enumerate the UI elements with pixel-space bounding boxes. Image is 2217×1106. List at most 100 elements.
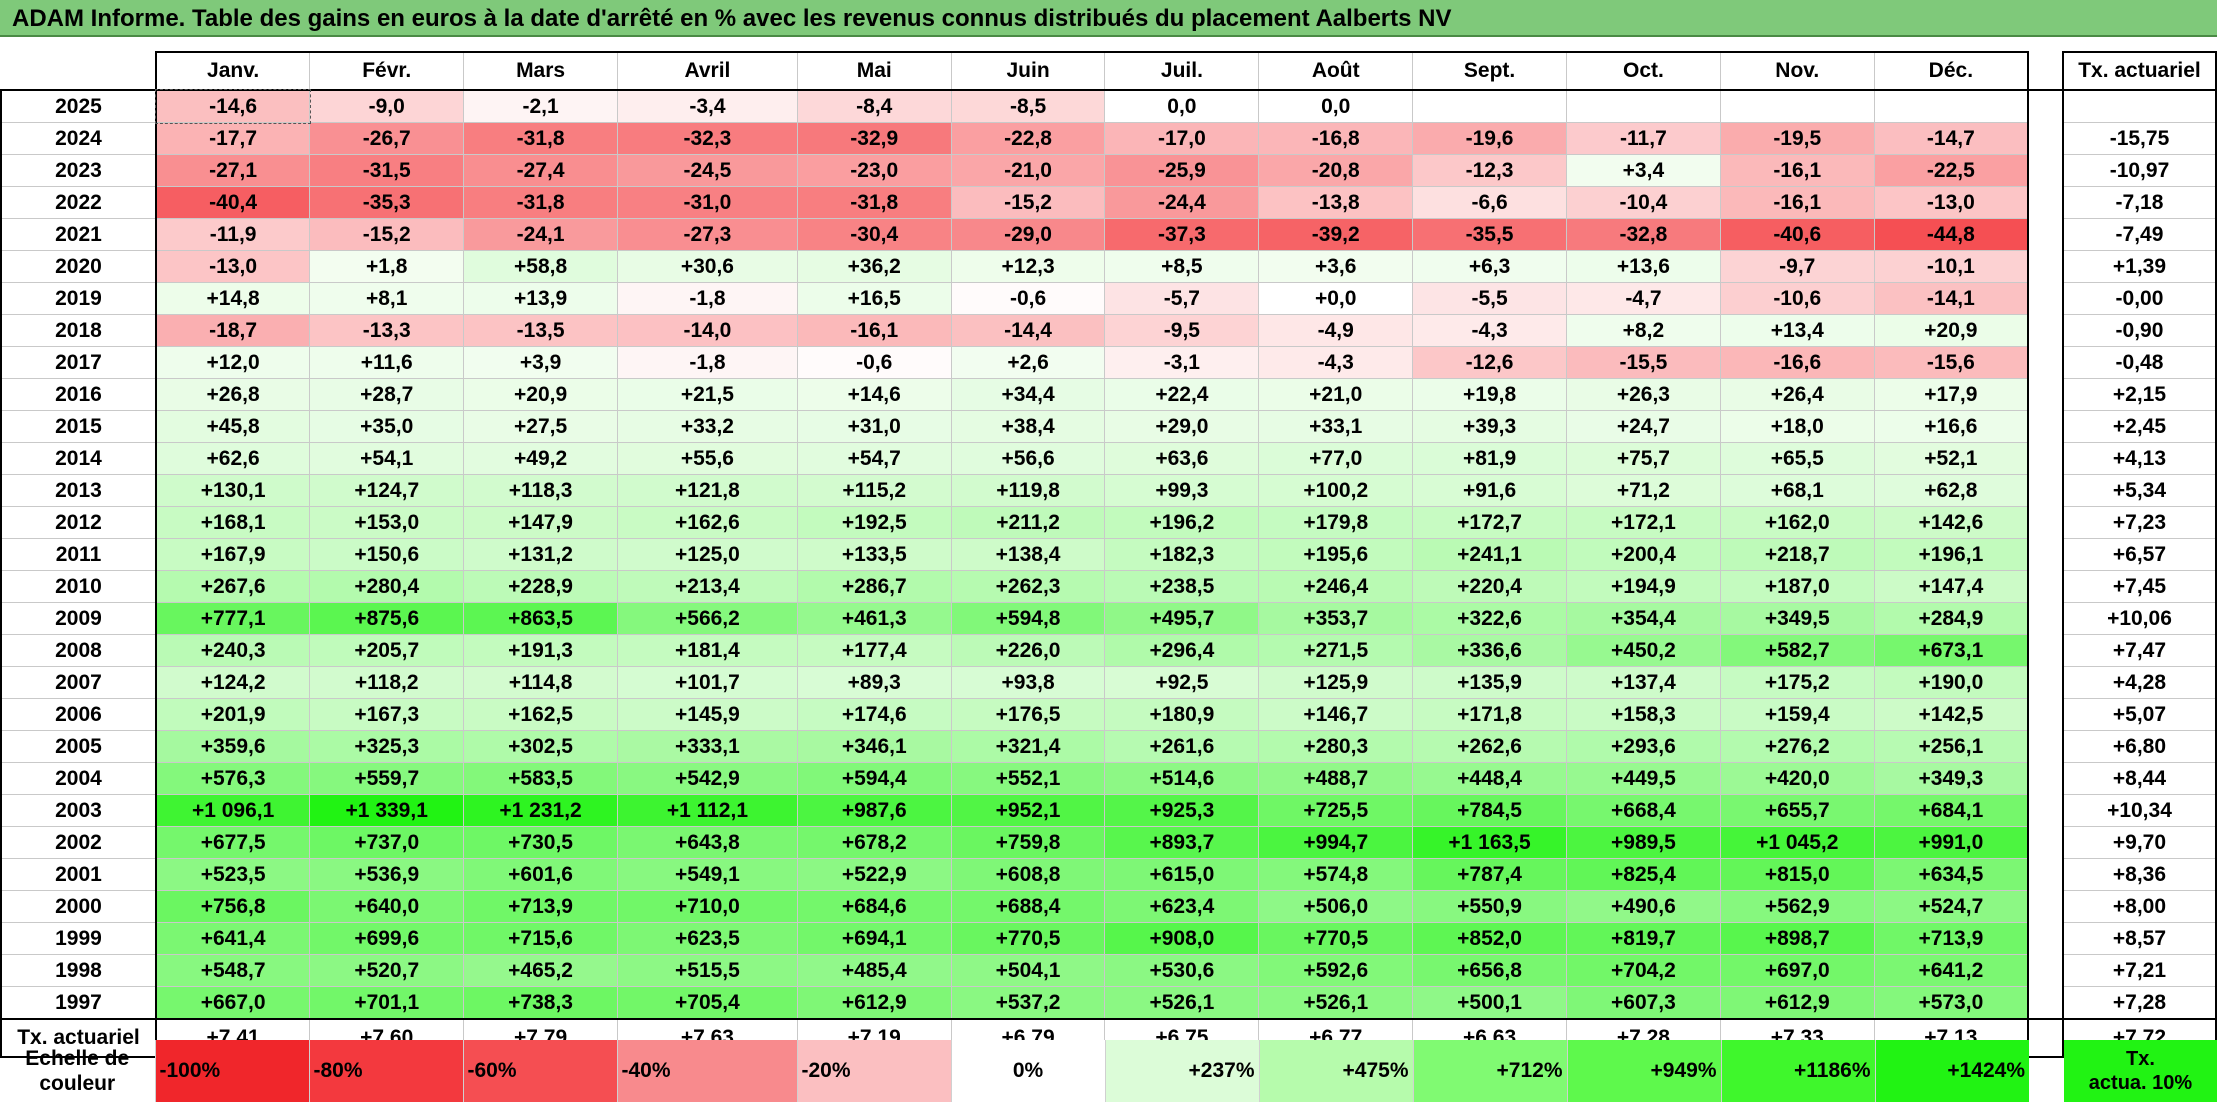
gain-cell: +162,5 bbox=[463, 698, 618, 731]
gain-cell: +158,3 bbox=[1566, 698, 1721, 731]
gain-cell: -31,8 bbox=[463, 186, 618, 219]
gain-cell: +583,5 bbox=[463, 762, 618, 795]
gain-cell: -26,7 bbox=[309, 122, 464, 155]
gain-cell: +114,8 bbox=[463, 666, 618, 699]
gain-cell: -15,5 bbox=[1566, 346, 1721, 379]
color-scale: Echelle de couleur -100% -80% -60% -40% -20%… bbox=[0, 1040, 2217, 1102]
year-cell: 2000 bbox=[0, 890, 156, 923]
actuarial-rate-cell: +8,36 bbox=[2061, 858, 2217, 891]
scale-swatch: -40% bbox=[616, 1040, 797, 1102]
year-cell: 2018 bbox=[0, 314, 156, 347]
gain-cell: +699,6 bbox=[309, 922, 464, 955]
gain-cell: +150,6 bbox=[309, 538, 464, 571]
gain-cell: +33,1 bbox=[1258, 410, 1413, 443]
gain-cell: -31,8 bbox=[463, 122, 618, 155]
gain-cell: +147,9 bbox=[463, 506, 618, 539]
gap-cell bbox=[2028, 410, 2063, 443]
year-cell: 2006 bbox=[0, 698, 156, 731]
gain-cell: +592,6 bbox=[1258, 954, 1413, 987]
gain-cell: +175,2 bbox=[1719, 666, 1875, 699]
gain-cell: +196,1 bbox=[1873, 538, 2030, 571]
table-row: 2019 +14,8 +8,1 +13,9 -1,8 +16,5 -0,6 -5,7 +0,0-… bbox=[0, 282, 2217, 315]
gain-cell: -16,1 bbox=[796, 314, 952, 347]
gain-cell: +336,6 bbox=[1412, 634, 1567, 667]
gain-cell: +526,1 bbox=[1104, 986, 1259, 1019]
gain-cell: +756,8 bbox=[154, 890, 310, 923]
gain-cell: +1,8 bbox=[309, 250, 464, 283]
year-cell: 2004 bbox=[0, 762, 156, 795]
gain-cell: -18,7 bbox=[154, 314, 310, 347]
actuarial-header: Tx. actuariel bbox=[2061, 51, 2217, 90]
gain-cell: +656,8 bbox=[1412, 954, 1567, 987]
scale-swatch: +949% bbox=[1566, 1040, 1721, 1102]
scale-swatch: +1186% bbox=[1720, 1040, 1875, 1102]
gap-cell bbox=[2028, 570, 2063, 603]
gain-cell: +241,1 bbox=[1412, 538, 1567, 571]
gain-cell: -40,6 bbox=[1719, 218, 1875, 251]
scale-swatch: -80% bbox=[308, 1040, 463, 1102]
gain-cell: -15,6 bbox=[1873, 346, 2030, 379]
corner-cell bbox=[1, 52, 156, 90]
gain-cell: +667,0 bbox=[154, 986, 310, 1019]
gain-cell: +118,3 bbox=[463, 474, 618, 507]
gain-cell: +11,6 bbox=[309, 346, 464, 379]
gap-cell bbox=[2028, 698, 2063, 731]
gain-cell: +68,1 bbox=[1719, 474, 1875, 507]
gain-cell: +162,6 bbox=[617, 506, 798, 539]
gain-cell: -9,0 bbox=[309, 89, 464, 123]
gain-cell: +522,9 bbox=[796, 858, 952, 891]
table-row: 2012 +168,1 +153,0 +147,9 +162,6 +192,5 +211,2… bbox=[0, 506, 2217, 539]
gain-cell: +280,4 bbox=[309, 570, 464, 603]
gain-cell: +89,3 bbox=[796, 666, 952, 699]
gain-cell: +31,0 bbox=[796, 410, 952, 443]
table-row: 2020 -13,0 +1,8 +58,8 +30,6 +36,2 +12,3 +8,5 +3,… bbox=[0, 250, 2217, 283]
gain-cell: +65,5 bbox=[1719, 442, 1875, 475]
gain-cell: +284,9 bbox=[1873, 602, 2030, 635]
gain-cell: +349,5 bbox=[1719, 602, 1875, 635]
table-row: 2001 +523,5 +536,9 +601,6 +549,1 +522,9 +608,8… bbox=[0, 858, 2217, 891]
scale-label-line2: couleur bbox=[39, 1072, 116, 1095]
year-cell: 2005 bbox=[0, 730, 156, 763]
month-header-8: Août bbox=[1258, 51, 1413, 90]
gain-cell: +825,4 bbox=[1566, 858, 1721, 891]
gain-cell: +16,6 bbox=[1873, 410, 2030, 443]
gain-cell: -32,3 bbox=[617, 122, 798, 155]
gain-cell: +991,0 bbox=[1873, 826, 2030, 859]
month-header-10: Oct. bbox=[1566, 51, 1721, 90]
actuarial-rate-cell: +7,45 bbox=[2061, 570, 2217, 603]
gain-cell: +26,3 bbox=[1566, 378, 1721, 411]
gain-cell: -24,4 bbox=[1104, 186, 1259, 219]
gain-cell: +863,5 bbox=[463, 602, 618, 635]
gain-cell: -13,8 bbox=[1258, 186, 1413, 219]
actuarial-rate-cell: +1,39 bbox=[2061, 250, 2217, 283]
gain-cell: -6,6 bbox=[1412, 186, 1567, 219]
gain-cell: +784,5 bbox=[1412, 794, 1567, 827]
gain-cell: +190,0 bbox=[1873, 666, 2030, 699]
gain-cell: +27,5 bbox=[463, 410, 618, 443]
gain-cell: +19,8 bbox=[1412, 378, 1567, 411]
gain-cell: +240,3 bbox=[154, 634, 310, 667]
gap-cell bbox=[2028, 250, 2063, 283]
gain-cell: +3,9 bbox=[463, 346, 618, 379]
gain-cell: -11,7 bbox=[1566, 122, 1721, 155]
table-row: 2025 -14,6 -9,0 -2,1 -3,4 -8,4 -8,5 0,0 0,0 bbox=[0, 89, 2217, 124]
gain-cell: +200,4 bbox=[1566, 538, 1721, 571]
gain-cell: +168,1 bbox=[154, 506, 310, 539]
gain-cell: +176,5 bbox=[950, 698, 1105, 731]
gain-cell: +852,0 bbox=[1412, 922, 1567, 955]
gain-cell: +226,0 bbox=[950, 634, 1105, 667]
gain-cell: -0,6 bbox=[950, 282, 1105, 315]
gain-cell: +737,0 bbox=[309, 826, 464, 859]
table-row: 1997 +667,0 +701,1 +738,3 +705,4 +612,9 +537,2… bbox=[0, 986, 2217, 1019]
gain-cell: -1,8 bbox=[617, 282, 798, 315]
gain-cell: -10,4 bbox=[1566, 186, 1721, 219]
gain-cell: +16,5 bbox=[796, 282, 952, 315]
gap-cell bbox=[2028, 602, 2063, 635]
gain-cell: -35,3 bbox=[309, 186, 464, 219]
gain-cell: +898,7 bbox=[1719, 922, 1875, 955]
gain-cell: +220,4 bbox=[1412, 570, 1567, 603]
gain-cell: -32,8 bbox=[1566, 218, 1721, 251]
gain-cell: +542,9 bbox=[617, 762, 798, 795]
scale-label-line1: Echelle de bbox=[25, 1046, 130, 1070]
gain-cell: +908,0 bbox=[1104, 922, 1259, 955]
